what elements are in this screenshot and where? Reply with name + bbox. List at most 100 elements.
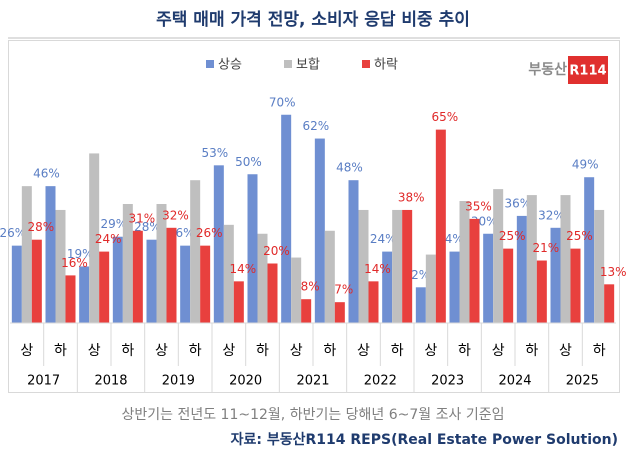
bar — [267, 263, 278, 323]
bar — [213, 165, 224, 323]
bar — [146, 239, 157, 323]
bar — [449, 251, 460, 323]
x-tick-label: 상 — [290, 343, 303, 359]
data-label: 26% — [0, 226, 26, 240]
group-label: 2025 — [566, 374, 599, 389]
bar — [112, 236, 123, 323]
x-tick-label: 상 — [222, 343, 235, 359]
data-label: 8% — [301, 280, 320, 294]
bar — [348, 180, 359, 323]
group-label: 2019 — [162, 374, 195, 389]
bar — [604, 284, 615, 323]
bar — [233, 281, 244, 323]
bar — [190, 180, 201, 323]
x-tick-label: 상 — [155, 343, 168, 359]
bar — [55, 209, 66, 323]
bar — [493, 189, 504, 323]
bar — [122, 204, 133, 323]
group-label: 2024 — [498, 374, 531, 389]
data-label: 14% — [364, 262, 391, 276]
group-label: 2020 — [229, 374, 262, 389]
data-label: 36% — [504, 196, 531, 210]
bar — [570, 248, 581, 323]
bar — [324, 230, 335, 323]
bar — [584, 177, 595, 323]
bar — [516, 215, 527, 323]
bar — [469, 218, 480, 323]
data-label: 28% — [27, 220, 54, 234]
data-label: 14% — [229, 262, 256, 276]
data-label: 49% — [572, 158, 599, 172]
data-label: 38% — [398, 190, 425, 204]
x-tick-label: 상 — [492, 343, 505, 359]
bar — [402, 209, 413, 323]
data-label: 62% — [302, 119, 329, 133]
x-tick-label: 상 — [88, 343, 101, 359]
x-tick-label: 하 — [323, 343, 336, 359]
bar — [503, 248, 514, 323]
data-label: 13% — [600, 265, 627, 279]
bar — [382, 251, 393, 323]
legend-label: 하락 — [374, 58, 398, 73]
data-label: 25% — [566, 229, 593, 243]
bar — [358, 209, 369, 323]
data-label: 70% — [269, 95, 296, 109]
x-tick-label: 상 — [20, 343, 33, 359]
data-label: 20% — [263, 244, 290, 258]
bar — [291, 257, 302, 323]
group-label: 2022 — [364, 374, 397, 389]
data-label: 25% — [499, 229, 526, 243]
group-label: 2017 — [27, 374, 60, 389]
data-label: 19% — [67, 247, 94, 261]
data-label: 48% — [336, 161, 363, 175]
bar — [536, 260, 547, 323]
group-label: 2023 — [431, 374, 464, 389]
data-label: 24% — [95, 232, 122, 246]
bar — [79, 266, 90, 323]
data-label: 46% — [33, 167, 60, 181]
bar — [550, 227, 561, 323]
data-label: 65% — [431, 110, 458, 124]
source: 자료: 부동산R114 REPS(Real Estate Power Solut… — [231, 431, 618, 448]
x-tick-label: 하 — [54, 343, 67, 359]
data-label: 21% — [532, 241, 559, 255]
x-tick-label: 하 — [121, 343, 134, 359]
bar — [21, 186, 32, 323]
x-tick-label: 하 — [525, 343, 538, 359]
legend-label: 상승 — [218, 58, 242, 73]
data-label: 29% — [100, 217, 127, 231]
bar — [180, 245, 191, 323]
bar — [132, 230, 143, 323]
data-label: 50% — [235, 155, 262, 169]
data-label: 35% — [465, 199, 492, 213]
data-label: 26% — [196, 226, 223, 240]
bar — [11, 245, 22, 323]
bar — [301, 299, 312, 323]
bar — [435, 129, 446, 323]
bar — [392, 209, 403, 323]
bar — [526, 195, 537, 323]
bar — [156, 204, 167, 323]
x-tick-label: 하 — [189, 343, 202, 359]
x-tick-label: 하 — [391, 343, 404, 359]
bar — [483, 233, 494, 323]
legend-label: 보합 — [296, 58, 320, 73]
bar — [560, 195, 571, 323]
bar — [45, 186, 56, 323]
x-tick-label: 하 — [593, 343, 606, 359]
data-label: 7% — [334, 283, 353, 297]
legend-swatch — [362, 60, 370, 68]
bar — [257, 233, 268, 323]
x-tick-label: 하 — [256, 343, 269, 359]
group-label: 2021 — [296, 374, 329, 389]
data-label: 28% — [134, 220, 161, 234]
bar — [31, 239, 42, 323]
bar — [223, 224, 234, 323]
bar — [200, 245, 211, 323]
data-label: 16% — [61, 256, 88, 270]
x-tick-label: 상 — [424, 343, 437, 359]
logo-badge-text: R114 — [569, 64, 606, 79]
x-tick-label: 상 — [357, 343, 370, 359]
bar — [459, 201, 470, 323]
